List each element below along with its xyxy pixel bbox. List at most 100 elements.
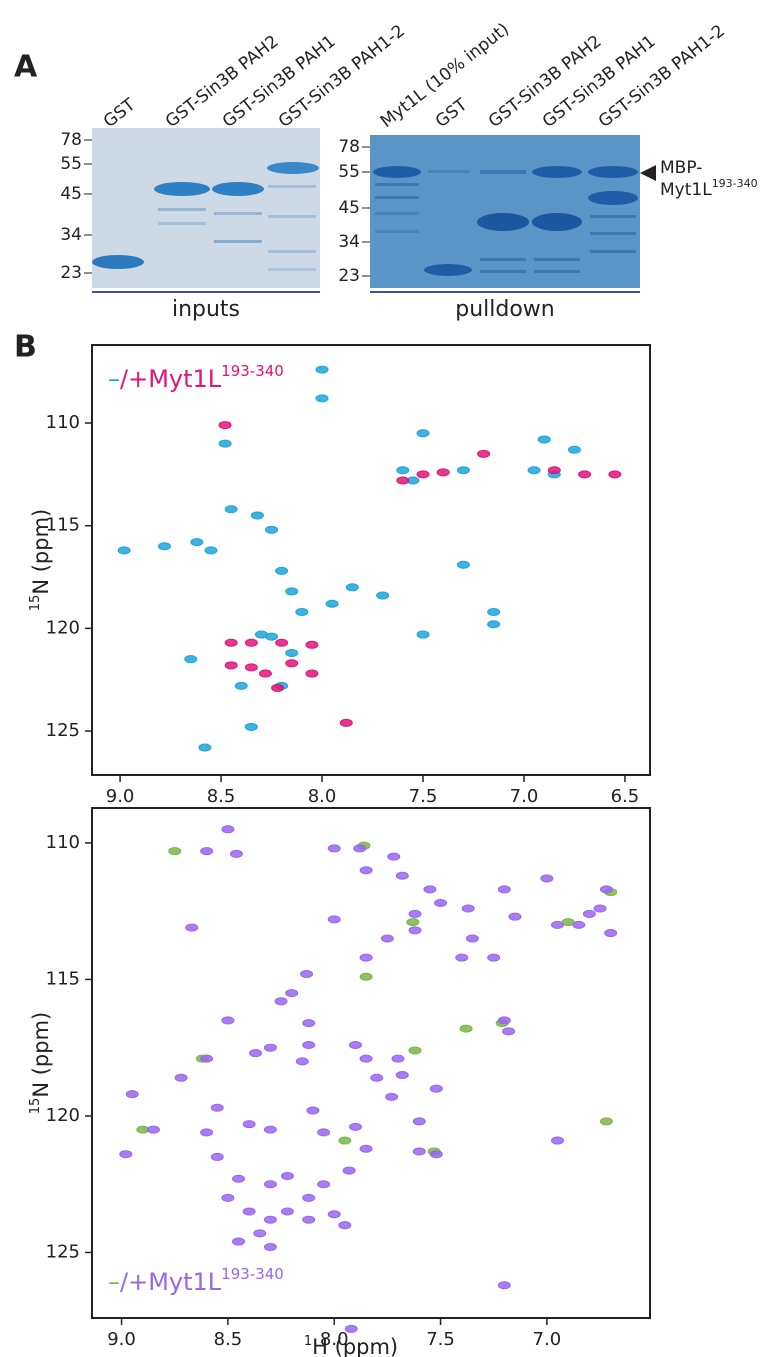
- marker-label: 23: [338, 266, 360, 286]
- peak: [275, 566, 289, 575]
- peak: [502, 1027, 516, 1036]
- peak: [305, 669, 319, 678]
- peak: [221, 1193, 235, 1202]
- marker-label: 78: [60, 130, 82, 150]
- peak: [229, 849, 243, 858]
- peak: [185, 923, 199, 932]
- peak: [249, 1049, 263, 1058]
- peak: [396, 476, 410, 485]
- x-tick-label: 8.0: [308, 786, 337, 807]
- peak: [244, 663, 258, 672]
- peak: [280, 1172, 294, 1181]
- x-tick-label: 6.5: [611, 786, 640, 807]
- gel: [370, 135, 640, 288]
- y-tick-label: 125: [46, 1241, 80, 1262]
- peak: [305, 640, 319, 649]
- peak: [550, 1136, 564, 1145]
- peak: [306, 1106, 320, 1115]
- y-tick-label: 115: [46, 968, 80, 989]
- peak: [300, 969, 314, 978]
- y-axis-label: 15N (ppm): [28, 509, 54, 611]
- marker-label: 55: [60, 154, 82, 174]
- peak: [275, 638, 289, 647]
- legend-sup: 193-340: [221, 1265, 284, 1283]
- peak: [317, 1128, 331, 1137]
- peak: [380, 934, 394, 943]
- peak: [459, 1024, 473, 1033]
- peak: [408, 926, 422, 935]
- peak: [412, 1117, 426, 1126]
- x-tick-label: 7.5: [409, 786, 438, 807]
- peak: [508, 912, 522, 921]
- arrowhead: [640, 165, 656, 181]
- peak: [302, 1193, 316, 1202]
- peak: [487, 620, 501, 629]
- peak: [582, 909, 596, 918]
- peak: [265, 632, 279, 641]
- peak: [567, 445, 581, 454]
- annotation-sup: 193-340: [712, 177, 758, 190]
- legend-sup: 193-340: [221, 362, 284, 380]
- peak: [547, 466, 561, 475]
- peak: [434, 899, 448, 908]
- peak: [408, 1046, 422, 1055]
- plot-frame: [91, 807, 651, 1319]
- x-tick-label: 9.0: [107, 1329, 136, 1350]
- peak: [198, 743, 212, 752]
- peak: [497, 885, 511, 894]
- peak: [344, 1324, 358, 1333]
- peak: [338, 1221, 352, 1230]
- peak: [174, 1073, 188, 1082]
- peak: [385, 1092, 399, 1101]
- marker-label: 34: [60, 225, 82, 245]
- peak: [327, 1210, 341, 1219]
- peak: [168, 847, 182, 856]
- panel-label: B: [14, 330, 37, 365]
- y-tick-label: 110: [46, 412, 80, 433]
- peak: [265, 525, 279, 534]
- x-tick-label: 8.5: [214, 1329, 243, 1350]
- peak: [497, 1016, 511, 1025]
- marker-label: 78: [338, 137, 360, 157]
- peak: [412, 1147, 426, 1156]
- peak: [232, 1237, 246, 1246]
- peak: [578, 470, 592, 479]
- peak: [342, 1166, 356, 1175]
- lane-label: GST: [432, 95, 472, 132]
- group-label: pulldown: [455, 297, 555, 322]
- peak: [200, 1128, 214, 1137]
- peak: [263, 1043, 277, 1052]
- peak: [190, 538, 204, 547]
- peak: [359, 866, 373, 875]
- peak: [218, 421, 232, 430]
- peak: [285, 649, 299, 658]
- peak: [244, 722, 258, 731]
- x-tick-label: 8.0: [320, 1329, 349, 1350]
- peak: [497, 1281, 511, 1290]
- plot-frame: [91, 344, 651, 776]
- peak: [234, 681, 248, 690]
- peak: [423, 885, 437, 894]
- peak: [599, 885, 613, 894]
- peak: [224, 638, 238, 647]
- y-label-text: N (ppm): [29, 1012, 53, 1098]
- y-tick-label: 125: [46, 720, 80, 741]
- peak: [250, 511, 264, 520]
- peak: [325, 599, 339, 608]
- peak: [224, 505, 238, 514]
- peak: [315, 394, 329, 403]
- peak: [119, 1150, 133, 1159]
- peak: [285, 659, 299, 668]
- peak: [416, 630, 430, 639]
- peak: [348, 1040, 362, 1049]
- peak: [416, 470, 430, 479]
- peak: [537, 435, 551, 444]
- peak: [456, 560, 470, 569]
- peak: [456, 466, 470, 475]
- peak: [221, 825, 235, 834]
- peak: [204, 546, 218, 555]
- peak: [210, 1152, 224, 1161]
- peak-series: [119, 825, 618, 1333]
- peak: [218, 439, 232, 448]
- peak: [436, 468, 450, 477]
